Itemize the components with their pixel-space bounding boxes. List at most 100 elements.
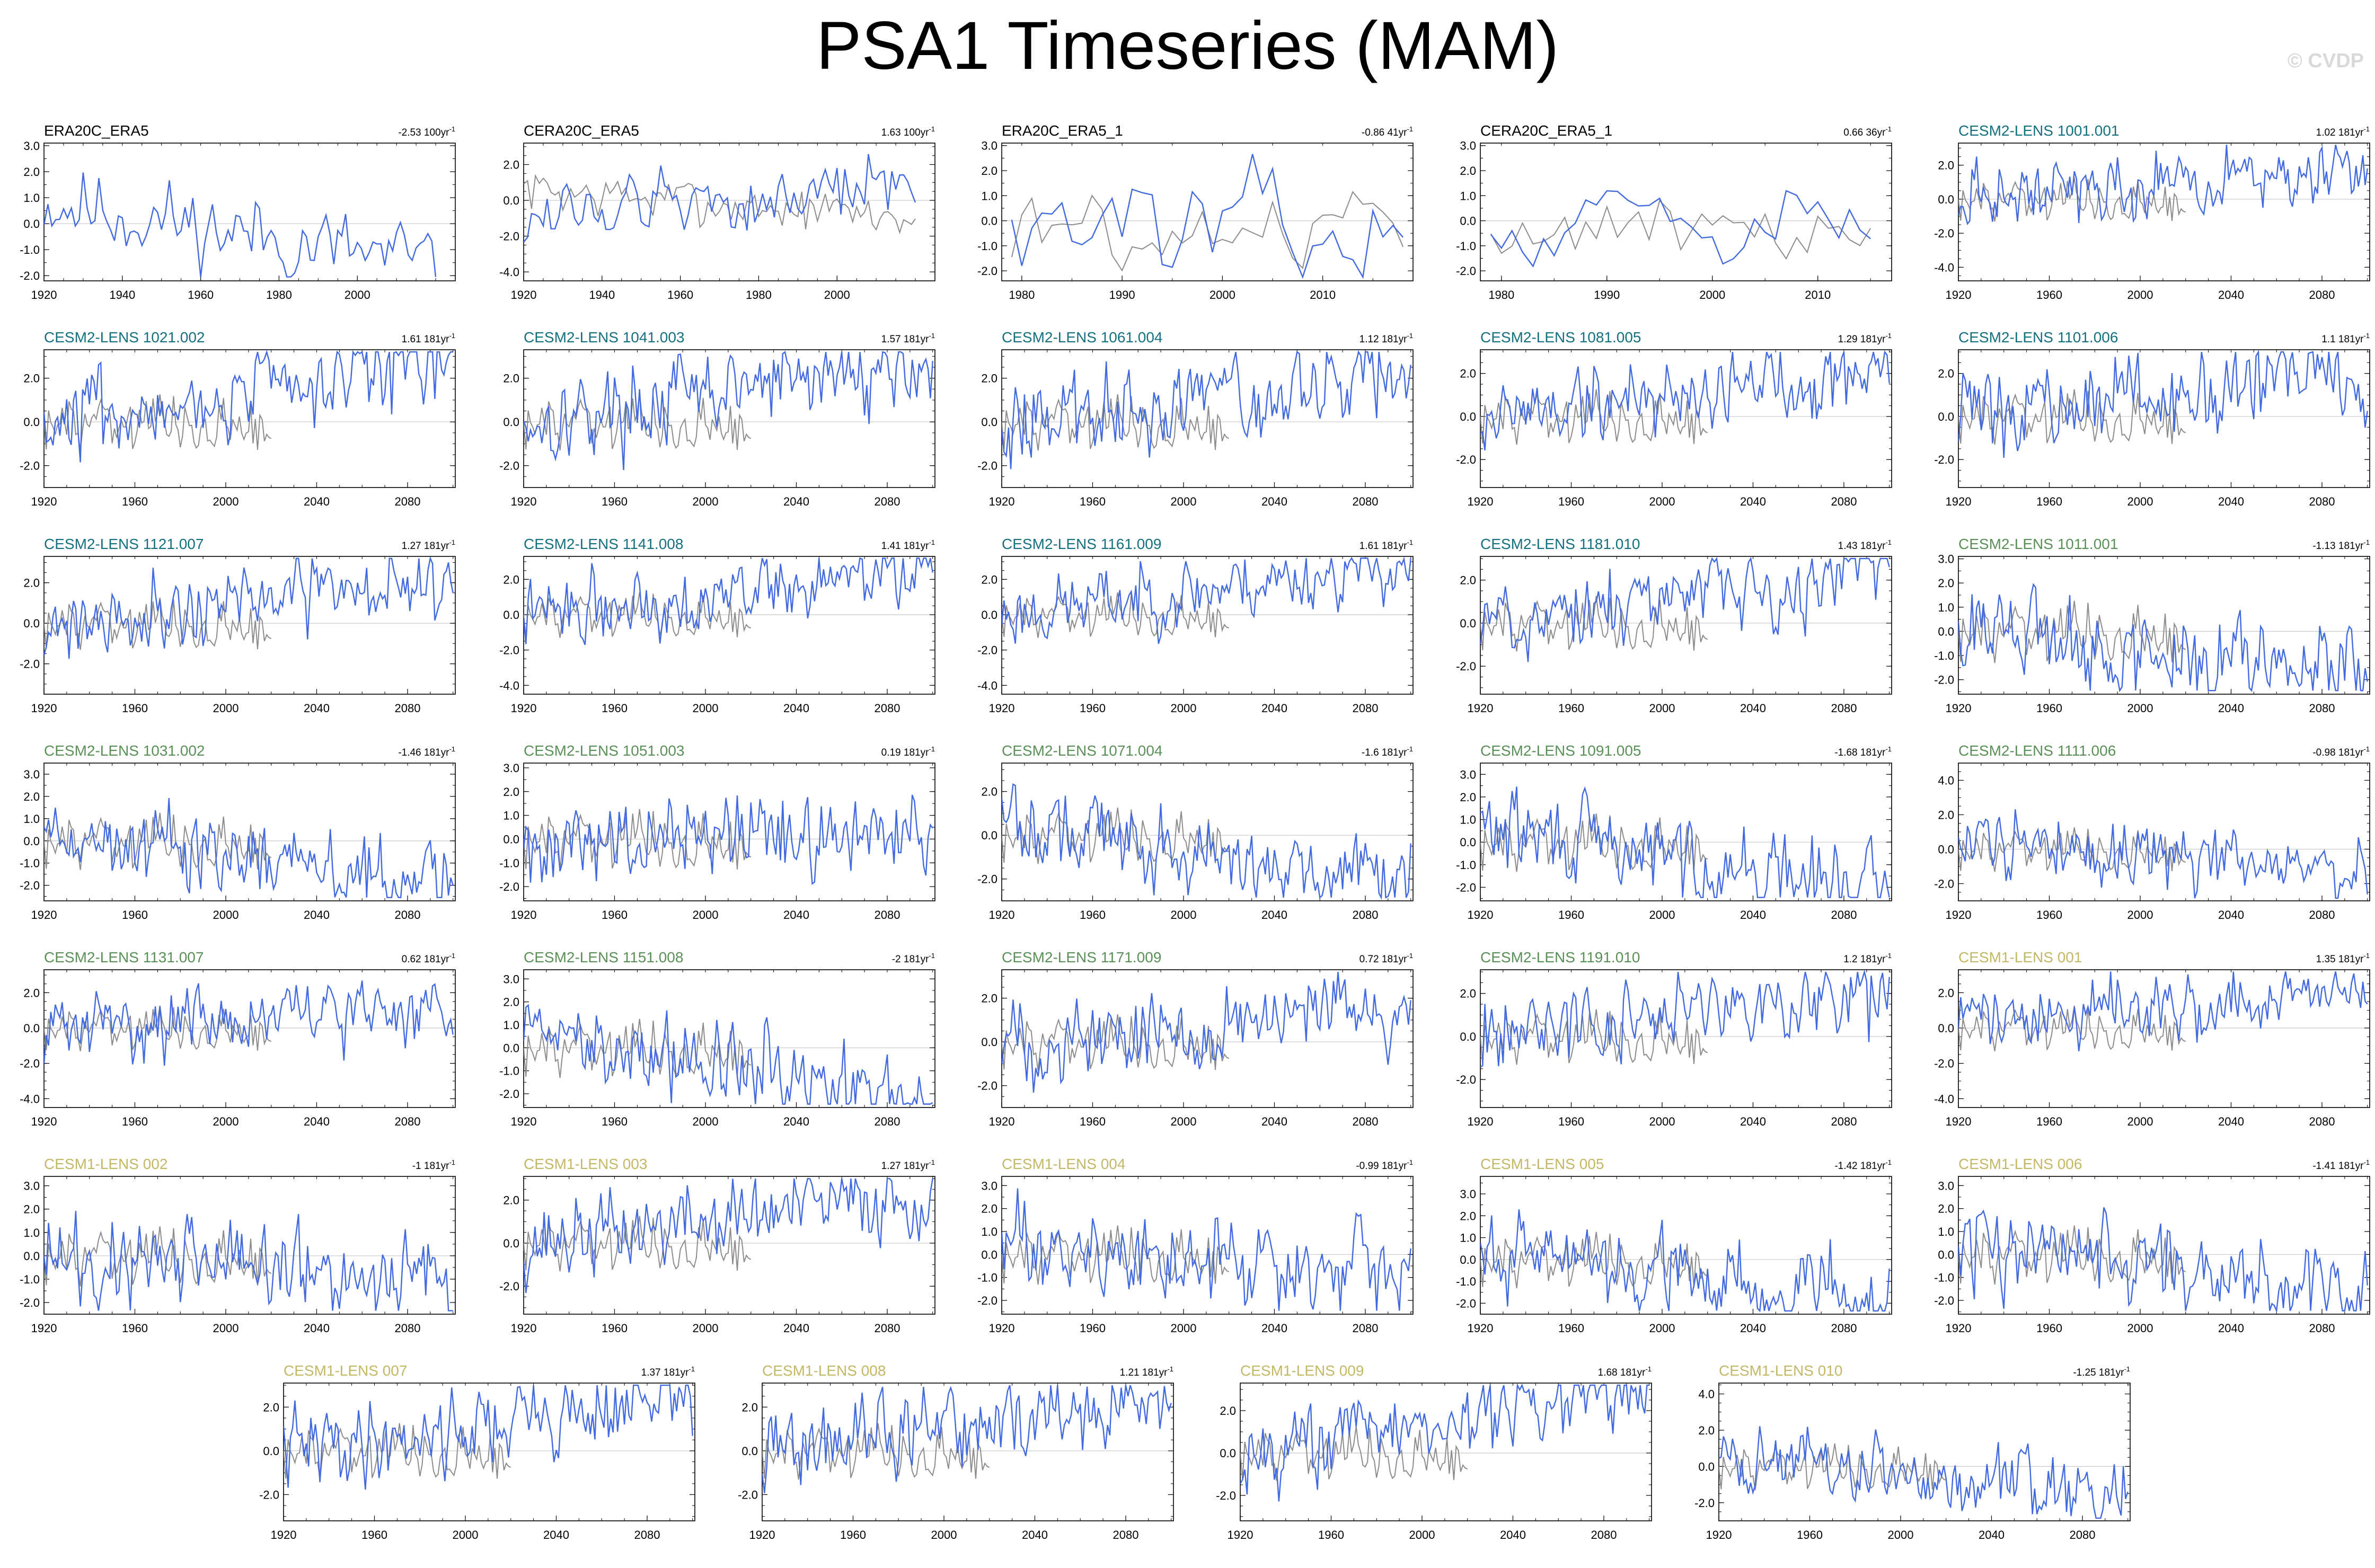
y-tick-label: 0.0	[981, 1035, 997, 1049]
panel-frame	[1001, 969, 1414, 1108]
x-tick-label: 1960	[602, 1115, 628, 1128]
panel-title: CESM1-LENS 007	[284, 1362, 407, 1379]
model-series-line	[44, 350, 453, 463]
y-tick-label: -2.0	[20, 1296, 40, 1309]
model-series-line	[1480, 556, 1890, 662]
y-tick-label: 0.0	[1460, 410, 1476, 423]
panel-trend-label: -1.25 181yr-1	[2073, 1365, 2130, 1378]
x-tick-label: 1920	[1468, 1322, 1494, 1335]
x-tick-label: 2000	[213, 908, 239, 922]
y-tick-label: 4.0	[1698, 1388, 1715, 1401]
y-tick-label: 2.0	[23, 165, 40, 179]
x-tick-label: 1920	[511, 908, 537, 922]
x-tick-label: 1960	[602, 908, 628, 922]
y-tick-label: 0.0	[23, 1250, 40, 1263]
observed-series-line	[44, 597, 272, 650]
model-series-line	[1480, 350, 1890, 450]
x-tick-label: 1920	[749, 1528, 775, 1542]
x-tick-label: 2040	[1261, 702, 1287, 715]
y-tick-label: -1.0	[20, 1273, 40, 1286]
x-tick-label: 2040	[2218, 1322, 2244, 1335]
trend-exponent: -1	[929, 332, 935, 340]
observed-series-line	[1480, 813, 1708, 872]
x-tick-label: 2040	[1261, 495, 1287, 508]
x-tick-label: 1960	[2036, 908, 2062, 922]
x-tick-label: 2000	[345, 288, 370, 302]
x-tick-label: 1920	[31, 288, 57, 302]
timeseries-panel-21: CESM2-LENS 1131.007 0.62 181yr-1 2.0 0.0 -2.…	[20, 949, 456, 1128]
y-tick-label: 2.0	[1460, 367, 1476, 380]
x-tick-label: 2040	[1022, 1528, 1048, 1542]
panel-frame	[1240, 1383, 1652, 1521]
x-tick-label: 2080	[2309, 908, 2335, 922]
x-tick-label: 1920	[1228, 1528, 1253, 1542]
timeseries-panel-3: ERA20C_ERA5_1 -0.86 41yr-1 3.0 2.0 1.0 0.0 -1.…	[977, 122, 1414, 302]
x-tick-label: 2040	[2218, 1115, 2244, 1128]
trend-exponent: -1	[1885, 952, 1892, 960]
panel-trend-label: 1.02 181yr-1	[2316, 125, 2370, 138]
x-tick-label: 1920	[31, 1115, 57, 1128]
x-tick-label: 2000	[1649, 908, 1675, 922]
timeseries-panel-12: CESM2-LENS 1141.008 1.41 181yr-1 2.0 0.0 -2.…	[499, 536, 935, 715]
timeseries-panel-22: CESM2-LENS 1151.008 -2 181yr-1 3.0 2.0 1.0 0.…	[499, 949, 935, 1128]
x-tick-label: 1920	[1946, 1115, 1972, 1128]
x-tick-label: 2040	[1979, 1528, 2005, 1542]
panel-frame	[43, 143, 456, 281]
x-tick-label: 2040	[304, 1322, 330, 1335]
model-series-line	[1958, 144, 2368, 225]
panel-trend-label: 1.57 181yr-1	[881, 332, 935, 345]
x-tick-label: 2000	[213, 702, 239, 715]
x-tick-label: 1920	[31, 908, 57, 922]
panel-frame	[1958, 969, 2370, 1108]
x-tick-label: 2080	[874, 702, 900, 715]
y-tick-label: -2.0	[20, 658, 40, 671]
y-tick-label: 0.0	[1460, 215, 1476, 228]
panel-trend-label: -1.6 181yr-1	[1362, 745, 1413, 758]
model-series-line	[1958, 1207, 2368, 1314]
x-tick-label: 1920	[511, 288, 537, 302]
model-series-line	[1480, 970, 1890, 1068]
x-tick-label: 2000	[693, 1115, 719, 1128]
x-tick-label: 1920	[1468, 908, 1494, 922]
observed-series-line	[1958, 600, 2186, 663]
x-tick-label: 2000	[824, 288, 850, 302]
timeseries-panel-14: CESM2-LENS 1181.010 1.43 181yr-1 2.0 0.0 -2.…	[1456, 536, 1892, 715]
y-tick-label: 0.0	[503, 415, 519, 429]
x-tick-label: 1980	[746, 288, 772, 302]
x-tick-label: 2080	[874, 1115, 900, 1128]
panel-frame	[43, 969, 456, 1108]
y-tick-label: 1.0	[23, 812, 40, 826]
model-series-line	[1002, 972, 1411, 1093]
y-tick-label: 0.0	[1938, 843, 1954, 856]
x-tick-label: 1960	[2036, 495, 2062, 508]
panel-trend-label: 0.66 36yr-1	[1843, 125, 1892, 138]
y-tick-label: -2.0	[499, 1280, 519, 1293]
x-tick-label: 2000	[693, 702, 719, 715]
x-tick-label: 2040	[783, 1322, 809, 1335]
panel-title: CERA20C_ERA5	[524, 122, 639, 139]
x-tick-label: 2000	[1171, 702, 1197, 715]
x-tick-label: 2000	[1171, 1115, 1197, 1128]
y-tick-label: 1.0	[981, 189, 997, 202]
model-series-line	[1719, 1426, 2129, 1519]
y-tick-label: 3.0	[1938, 1179, 1954, 1192]
x-tick-label: 1960	[1080, 495, 1106, 508]
y-tick-label: 2.0	[1220, 1404, 1236, 1418]
x-tick-label: 1960	[122, 1322, 148, 1335]
y-tick-label: -2.0	[1934, 1057, 1954, 1070]
x-tick-label: 2040	[1740, 1115, 1766, 1128]
x-tick-label: 2000	[2127, 908, 2153, 922]
trend-exponent: -1	[1885, 1158, 1892, 1166]
panel-title: CESM2-LENS 1091.005	[1480, 742, 1641, 759]
y-tick-label: 2.0	[503, 996, 519, 1009]
x-tick-label: 1940	[109, 288, 135, 302]
y-tick-label: 3.0	[1460, 768, 1476, 781]
x-tick-label: 1920	[1468, 702, 1494, 715]
panel-title: CESM1-LENS 004	[1002, 1156, 1125, 1172]
model-series-line	[44, 556, 454, 659]
x-tick-label: 1960	[122, 1115, 148, 1128]
y-tick-label: -2.0	[499, 230, 519, 243]
model-series-line	[1002, 1188, 1411, 1311]
x-tick-label: 1920	[31, 495, 57, 508]
timeseries-panel-1: ERA20C_ERA5 -2.53 100yr-1 3.0 2.0 1.0 0.0 -1.0…	[20, 122, 456, 302]
